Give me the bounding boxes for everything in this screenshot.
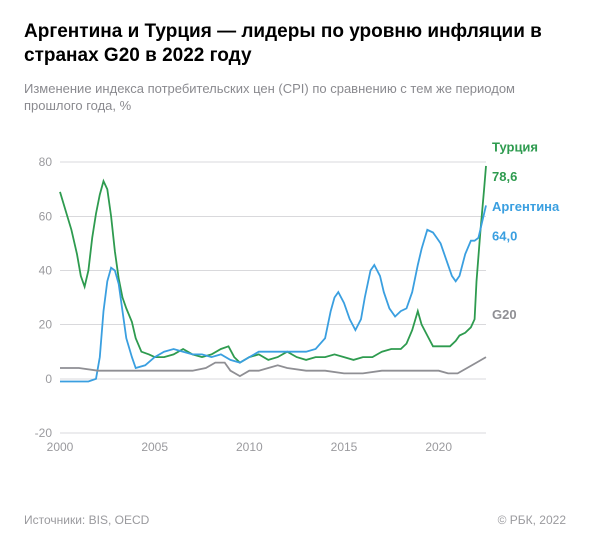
source-label: Источники: BIS, OECD <box>24 513 149 527</box>
svg-text:60: 60 <box>39 209 53 223</box>
svg-text:0: 0 <box>45 371 52 385</box>
svg-text:2020: 2020 <box>425 440 452 454</box>
line-chart: -20 0 20 40 60 80 2000 2005 2010 2015 2020 Турция 78… <box>24 127 566 457</box>
copyright-label: © РБК, 2022 <box>498 513 566 527</box>
legend-Аргентина: Аргентина <box>492 198 560 213</box>
svg-text:2000: 2000 <box>47 440 74 454</box>
legend-value-Аргентина: 64,0 <box>492 228 517 243</box>
series-G20 <box>60 357 486 376</box>
svg-text:40: 40 <box>39 263 53 277</box>
svg-text:2015: 2015 <box>331 440 358 454</box>
chart-subtitle: Изменение индекса потребительских цен (C… <box>24 80 566 115</box>
legend-value-Турция: 78,6 <box>492 169 517 184</box>
svg-text:20: 20 <box>39 317 53 331</box>
svg-text:-20: -20 <box>35 426 53 440</box>
chart-footer: Источники: BIS, OECD © РБК, 2022 <box>24 513 566 527</box>
series-Турция <box>60 165 486 362</box>
svg-text:2005: 2005 <box>141 440 168 454</box>
svg-text:2010: 2010 <box>236 440 263 454</box>
legend-Турция: Турция <box>492 139 538 154</box>
svg-text:80: 80 <box>39 155 53 169</box>
chart-title: Аргентина и Турция — лидеры по уровню ин… <box>24 20 566 68</box>
legend-G20: G20 <box>492 307 517 322</box>
series-Аргентина <box>60 205 486 381</box>
